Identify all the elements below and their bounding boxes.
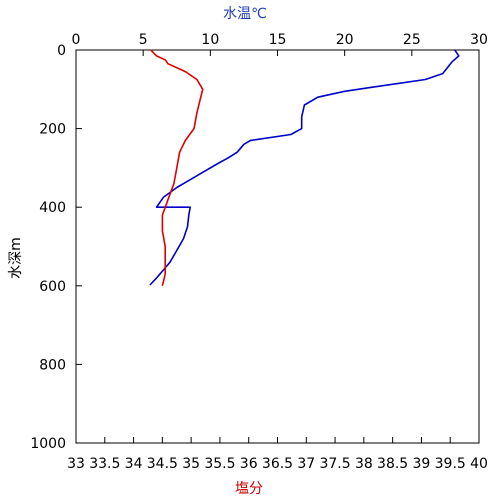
bottom-tick-label: 37 — [297, 456, 315, 472]
y-tick-label: 800 — [39, 357, 66, 373]
bottom-tick-label: 35.5 — [204, 456, 235, 472]
y-tick-label: 200 — [39, 122, 66, 138]
top-tick-label: 0 — [72, 32, 81, 48]
top-tick-label: 5 — [139, 32, 148, 48]
y-axis-title: 水深m — [8, 237, 24, 279]
top-tick-label: 10 — [201, 32, 219, 48]
bottom-tick-label: 34 — [125, 456, 143, 472]
bottom-tick-label: 38 — [355, 456, 373, 472]
bottom-tick-label: 34.5 — [147, 456, 178, 472]
top-tick-label: 30 — [470, 32, 488, 48]
top-tick-label: 20 — [336, 32, 354, 48]
bottom-tick-label: 33.5 — [89, 456, 120, 472]
top-tick-label: 25 — [403, 32, 421, 48]
bottom-tick-label: 33 — [67, 456, 85, 472]
temperature-profile-line — [149, 49, 460, 286]
y-tick-label: 600 — [39, 279, 66, 295]
bottom-axis-title: 塩分 — [235, 481, 263, 497]
top-tick-label: 15 — [269, 32, 287, 48]
y-tick-label: 0 — [57, 43, 66, 59]
bottom-tick-label: 36.5 — [262, 456, 293, 472]
salinity-profile-line — [150, 49, 204, 286]
bottom-tick-label: 38.5 — [377, 456, 408, 472]
bottom-tick-label: 39.5 — [435, 456, 466, 472]
bottom-tick-label: 35 — [182, 456, 200, 472]
bottom-tick-label: 39 — [413, 456, 431, 472]
y-tick-label: 1000 — [30, 436, 66, 452]
plot-frame — [75, 49, 480, 444]
axes: 0 200 400 600 800 1000 0 5 10 15 20 25 30 33 33.5 34 34.… — [30, 32, 488, 472]
top-axis-title: 水温℃ — [223, 6, 267, 22]
bottom-tick-label: 37.5 — [319, 456, 350, 472]
y-tick-label: 400 — [39, 200, 66, 216]
series-layer — [149, 49, 460, 286]
bottom-tick-label: 40 — [470, 456, 488, 472]
bottom-tick-label: 36 — [240, 456, 258, 472]
